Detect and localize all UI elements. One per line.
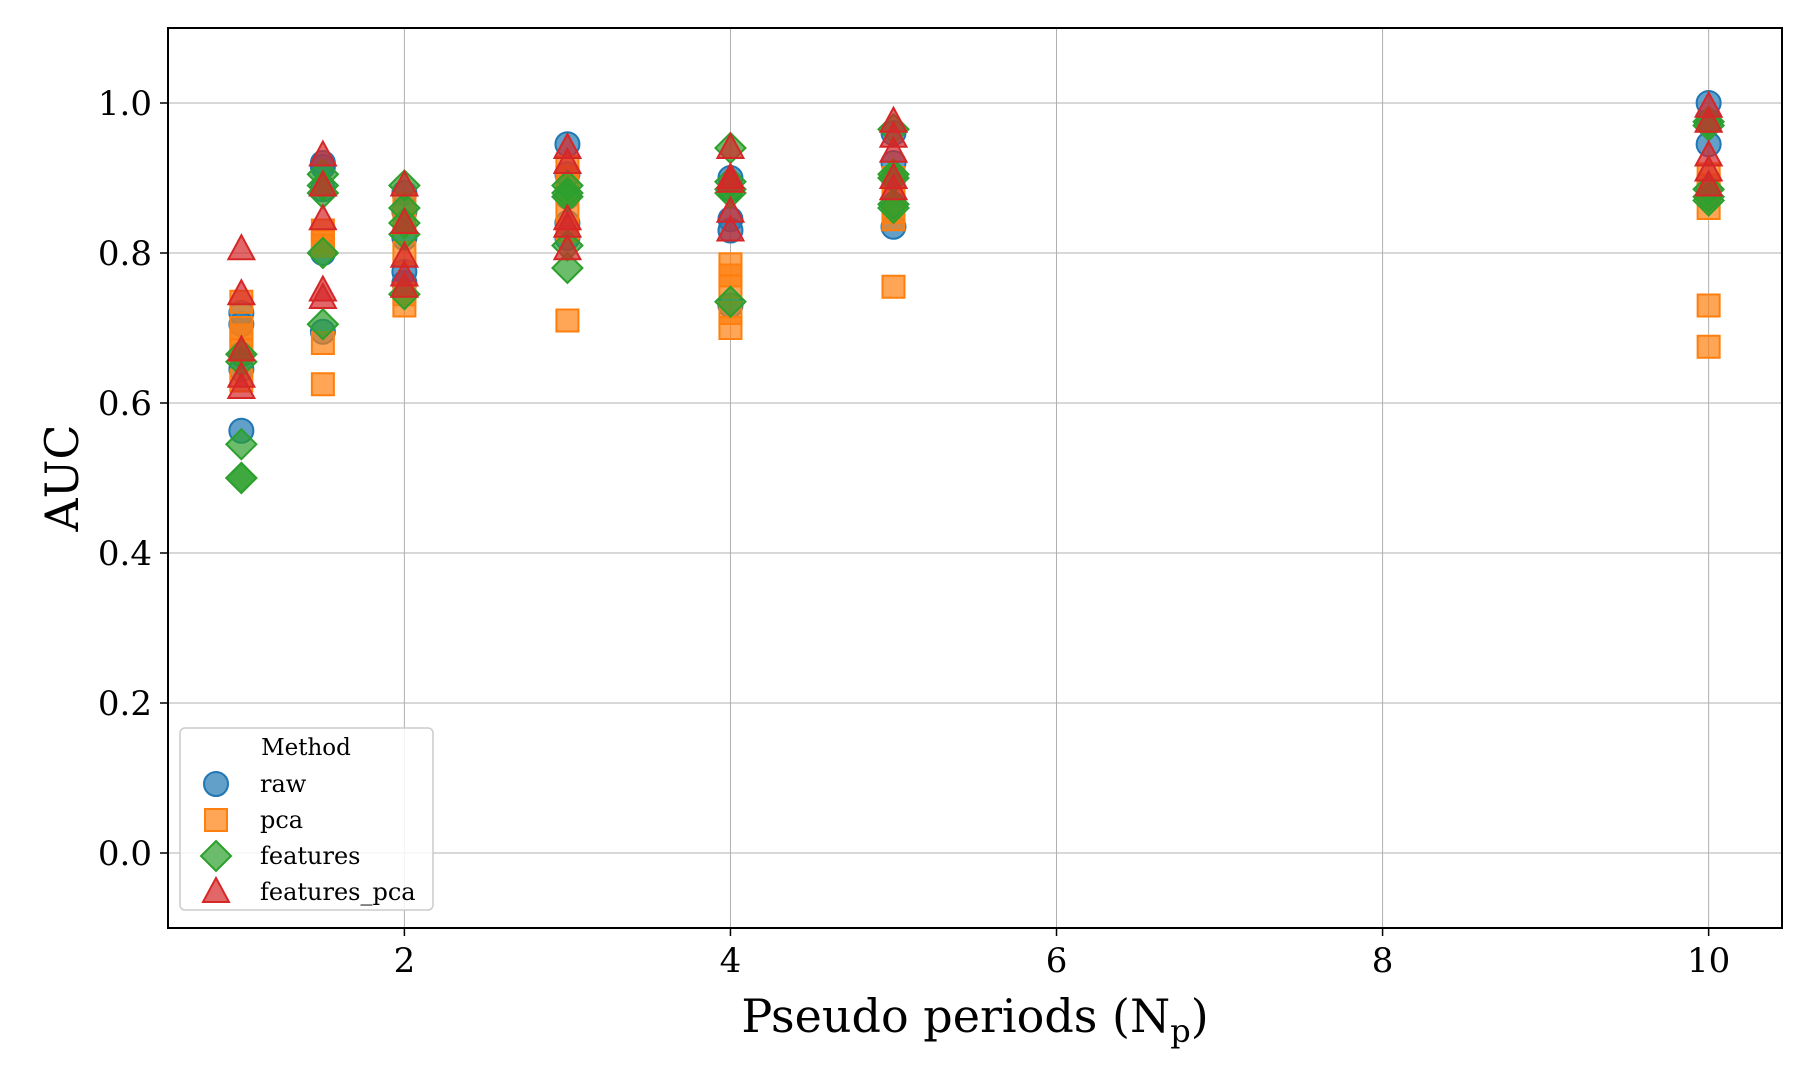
- square-icon: [204, 808, 228, 832]
- features-point: [714, 285, 747, 319]
- legend-items: raw pca features features_pca: [199, 770, 416, 906]
- y-tick-label: 0.2: [98, 684, 152, 724]
- legend-item-pca: pca: [204, 806, 303, 834]
- features-pca-point: [715, 214, 746, 242]
- features-pca-point: [878, 173, 909, 201]
- data-marks: [224, 90, 1726, 495]
- x-axis-label: Pseudo periods (Np): [741, 989, 1208, 1050]
- pca-point: [881, 274, 906, 299]
- legend-title: Method: [261, 735, 351, 761]
- features-point: [224, 427, 258, 461]
- legend-item-raw: raw: [203, 770, 307, 798]
- legend: Method raw pca features features_pca: [179, 727, 434, 911]
- series-features-pca: [226, 90, 1724, 399]
- features-pca-point: [308, 281, 338, 309]
- legend-label: features: [260, 842, 361, 870]
- features-point: [224, 461, 258, 495]
- features-point: [877, 191, 910, 225]
- y-tick-label: 1.0: [98, 84, 152, 124]
- features-pca-point: [389, 169, 420, 197]
- x-tick-label: 8: [1372, 941, 1394, 981]
- legend-item-features: features: [199, 839, 361, 873]
- features-pca-point: [552, 146, 583, 174]
- features-pca-point: [308, 169, 338, 197]
- features-pca-point: [1693, 105, 1724, 133]
- circle-icon: [203, 771, 229, 797]
- axis-ticks: 2 4 6 8 10 0.0 0.2 0.4 0.6 0.8 1.0: [98, 84, 1730, 981]
- plot-frame: [167, 27, 1783, 929]
- features-point: [306, 236, 340, 270]
- pca-point: [1696, 334, 1721, 359]
- pca-point: [718, 316, 743, 340]
- series-raw: [228, 90, 1722, 444]
- legend-box: [179, 727, 434, 911]
- legend-label: features_pca: [260, 878, 416, 906]
- features-pca-point: [226, 233, 257, 261]
- pca-point: [310, 372, 335, 397]
- features-pca-point: [308, 203, 338, 231]
- features-pca-point: [226, 371, 257, 399]
- x-tick-label: 2: [394, 941, 416, 981]
- features-pca-point: [715, 131, 746, 159]
- pca-point: [555, 308, 580, 333]
- pca-point: [1696, 293, 1721, 318]
- features-pca-point: [715, 165, 746, 193]
- features-pca-point: [389, 206, 420, 234]
- features-pca-point: [552, 233, 583, 261]
- series-features: [224, 105, 1726, 495]
- features-pca-point: [878, 135, 909, 163]
- features-pca-point: [226, 334, 257, 362]
- grid: [168, 28, 1782, 928]
- legend-item-features-pca: features_pca: [201, 875, 416, 906]
- series-pca: [229, 154, 1721, 397]
- x-tick-label: 10: [1687, 941, 1730, 981]
- features-pca-point: [1693, 169, 1724, 197]
- features-pca-point: [389, 270, 420, 298]
- diamond-icon: [199, 839, 233, 873]
- y-tick-label: 0.6: [98, 384, 152, 424]
- y-tick-label: 0.0: [98, 834, 152, 874]
- y-axis-label: AUC: [35, 424, 89, 532]
- features-point: [551, 251, 584, 285]
- features-pca-point: [308, 139, 338, 167]
- triangle-icon: [201, 875, 231, 903]
- features-pca-point: [226, 278, 257, 306]
- y-tick-label: 0.8: [98, 234, 152, 274]
- legend-label: raw: [260, 770, 307, 798]
- x-tick-label: 4: [720, 941, 742, 981]
- x-tick-label: 6: [1046, 941, 1068, 981]
- features-point: [306, 307, 340, 341]
- y-tick-label: 0.4: [98, 534, 152, 574]
- legend-label: pca: [260, 806, 303, 834]
